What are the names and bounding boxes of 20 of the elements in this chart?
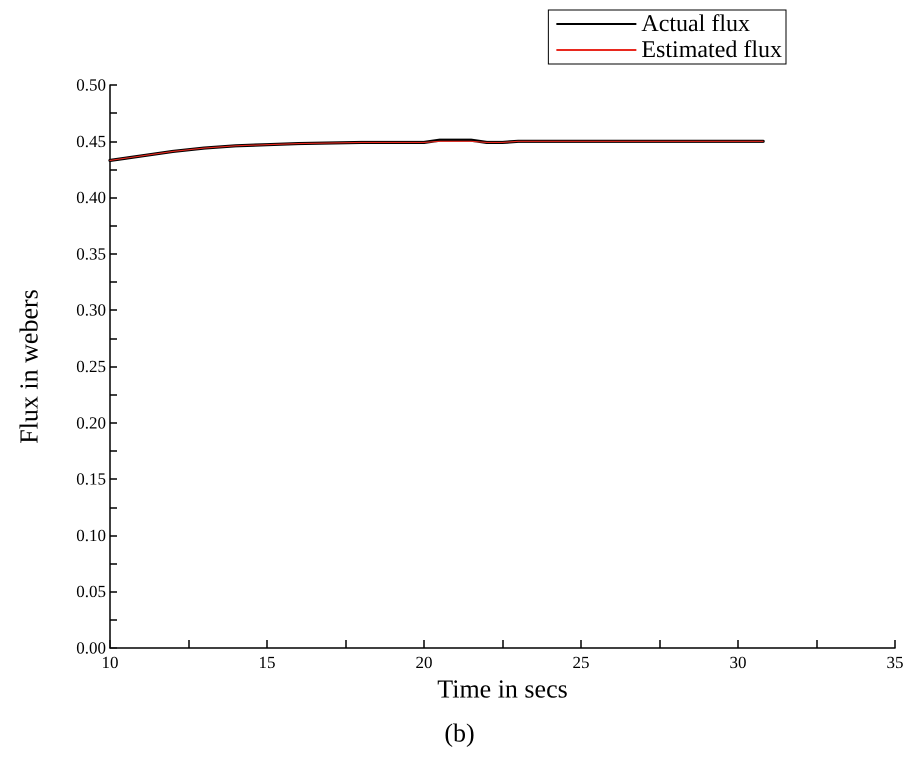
y-axis-title: Flux in webers [14, 289, 44, 444]
x-tick-label: 20 [416, 653, 432, 672]
y-tick-label: 0.45 [76, 132, 106, 151]
x-tick-label: 25 [572, 653, 590, 672]
y-tick-label: 0.30 [76, 300, 106, 320]
x-axis-title: Time in secs [437, 674, 568, 704]
y-tick-label: 0.20 [76, 413, 106, 432]
y-tick-label: 0.15 [76, 470, 106, 489]
y-tick-label: 0.10 [76, 526, 106, 545]
y-tick-label: 0.40 [76, 188, 106, 208]
x-tick-label: 30 [730, 653, 746, 672]
legend-label: Estimated flux [641, 37, 782, 63]
y-tick-label: 0.25 [76, 357, 106, 376]
y-tick-label: 0.50 [76, 76, 106, 94]
y-tick-label: 0.05 [76, 582, 106, 602]
x-tick-label: 35 [886, 653, 904, 672]
y-tick-label: 0.35 [76, 244, 106, 264]
x-tick-label: 15 [258, 653, 276, 672]
legend-label: Actual flux [641, 11, 750, 37]
text: (b) [444, 718, 475, 748]
